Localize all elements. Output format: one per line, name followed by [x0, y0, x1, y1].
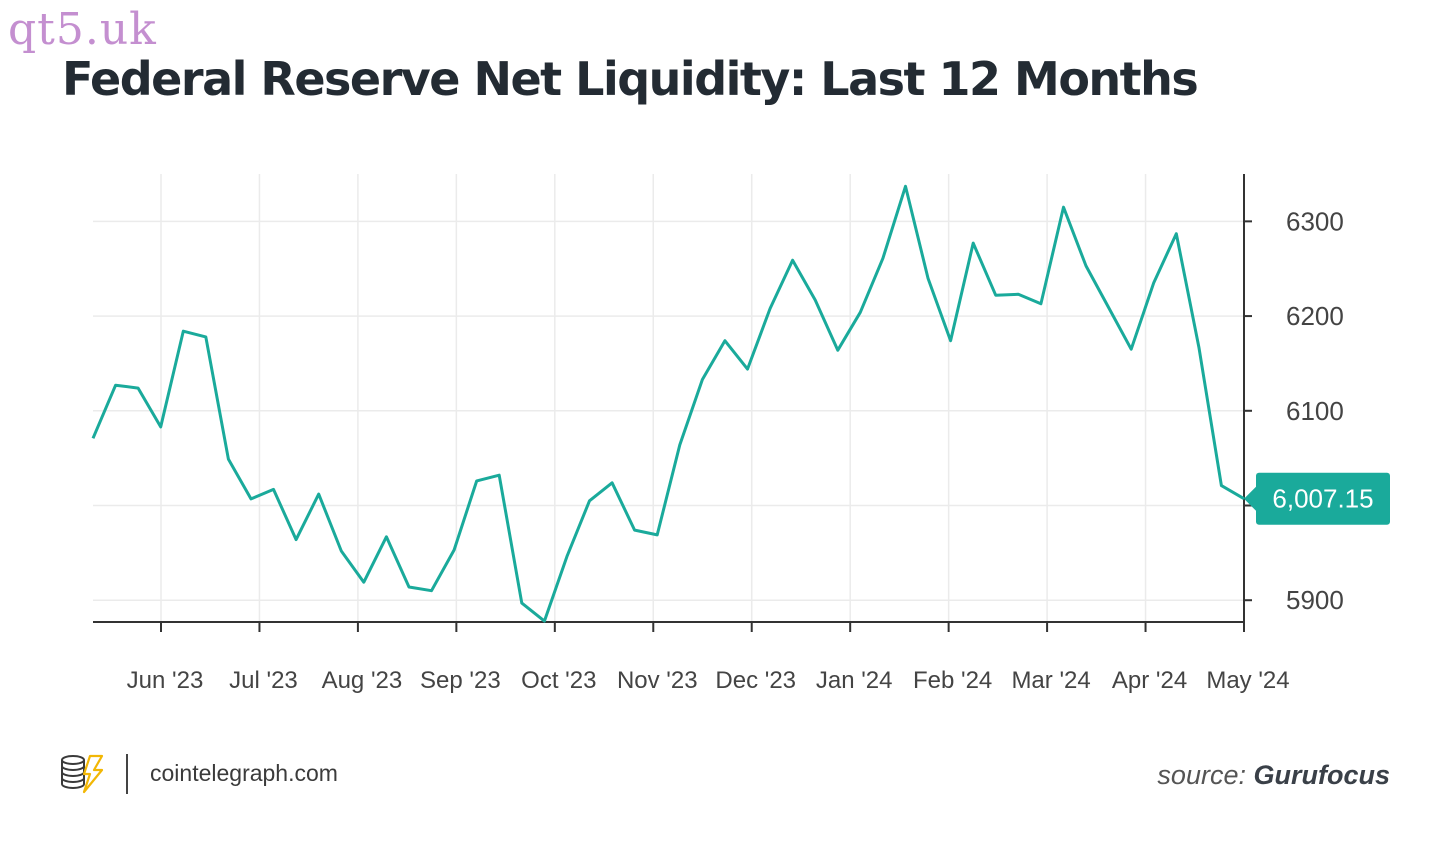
x-tick-label: Mar '24	[1011, 667, 1090, 694]
axes	[93, 174, 1252, 632]
series-line	[91, 184, 1245, 623]
grid-lines	[93, 174, 1245, 622]
cointelegraph-logo-icon	[58, 752, 106, 799]
last-value-pointer	[1244, 486, 1256, 511]
x-tick-label: Nov '23	[617, 667, 698, 694]
x-tick-label: Jan '24	[816, 667, 893, 694]
series	[91, 184, 1245, 623]
source-credit: source: Gurufocus	[1157, 760, 1390, 791]
y-tick-label: 6100	[1286, 396, 1344, 426]
x-tick-label: Jul '23	[229, 667, 298, 694]
last-value-label: 6,007.15	[1272, 484, 1373, 514]
x-tick-label: Sep '23	[420, 667, 501, 694]
x-tick-label: Aug '23	[322, 667, 403, 694]
x-tick-label: Oct '23	[521, 667, 596, 694]
x-tick-label: Apr '24	[1112, 667, 1187, 694]
last-value-box	[1256, 472, 1390, 525]
x-tick-label: May '24	[1206, 667, 1289, 694]
x-tick-label: Feb '24	[913, 667, 992, 694]
y-tick-label: 6300	[1286, 206, 1344, 236]
x-tick-label: Dec '23	[715, 667, 796, 694]
x-tick-label: Jun '23	[127, 667, 204, 694]
site-link[interactable]: cointelegraph.com	[150, 760, 338, 786]
source-label: source:	[1157, 760, 1246, 790]
footer-divider	[126, 754, 128, 794]
chart-title: Federal Reserve Net Liquidity: Last 12 M…	[62, 52, 1199, 106]
y-tick-label: 5900	[1286, 585, 1344, 615]
y-tick-label: 6200	[1286, 301, 1344, 331]
labels: 5900 6100 6200 6300 Jun '23 Jul '23 Aug '23 Sep…	[127, 206, 1390, 694]
source-name: Gurufocus	[1253, 760, 1390, 790]
watermark: qt5.uk	[8, 4, 157, 55]
